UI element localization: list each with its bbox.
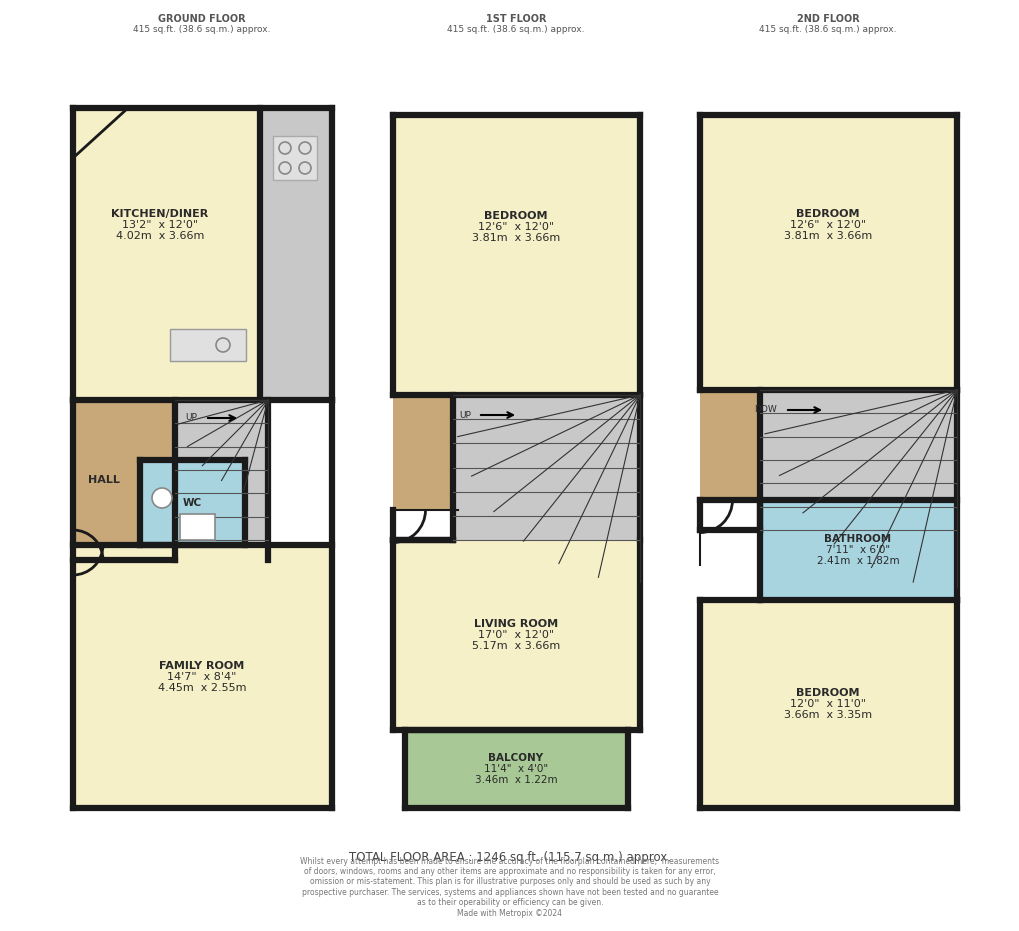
Bar: [170, 329, 246, 361]
Bar: [699, 600, 956, 808]
Bar: [392, 540, 639, 730]
Text: BALCONY: BALCONY: [488, 753, 543, 763]
Text: 12'6"  x 12'0": 12'6" x 12'0": [789, 220, 865, 230]
Bar: [73, 108, 260, 400]
Text: 415 sq.ft. (38.6 sq.m.) approx.: 415 sq.ft. (38.6 sq.m.) approx.: [133, 25, 270, 34]
Text: BATHROOM: BATHROOM: [823, 534, 891, 544]
Text: DOW: DOW: [753, 406, 776, 414]
Text: 12'0"  x 11'0": 12'0" x 11'0": [790, 699, 865, 709]
Text: 415 sq.ft. (38.6 sq.m.) approx.: 415 sq.ft. (38.6 sq.m.) approx.: [446, 25, 584, 34]
Text: 4.45m  x 2.55m: 4.45m x 2.55m: [158, 683, 246, 693]
Text: 3.66m  x 3.35m: 3.66m x 3.35m: [784, 710, 871, 720]
Text: 5.17m  x 3.66m: 5.17m x 3.66m: [472, 641, 559, 651]
Bar: [140, 460, 245, 545]
Text: 3.81m  x 3.66m: 3.81m x 3.66m: [784, 231, 871, 241]
Bar: [73, 545, 331, 808]
Bar: [260, 108, 331, 400]
Text: Whilst every attempt has been made to ensure the accuracy of the floorplan conta: Whilst every attempt has been made to en…: [301, 857, 718, 917]
Text: 3.81m  x 3.66m: 3.81m x 3.66m: [472, 233, 559, 243]
Bar: [405, 730, 628, 808]
Text: FAMILY ROOM: FAMILY ROOM: [159, 661, 245, 671]
Bar: [452, 395, 639, 540]
Text: 3.46m  x 1.22m: 3.46m x 1.22m: [474, 775, 556, 785]
Text: WC: WC: [182, 498, 202, 508]
Text: UP: UP: [459, 411, 471, 420]
Bar: [273, 136, 317, 180]
Bar: [392, 395, 452, 510]
Text: 4.02m  x 3.66m: 4.02m x 3.66m: [116, 231, 204, 241]
Text: BEDROOM: BEDROOM: [796, 688, 859, 698]
Text: HALL: HALL: [88, 475, 120, 485]
Text: GROUND FLOOR: GROUND FLOOR: [158, 14, 246, 24]
Text: BEDROOM: BEDROOM: [796, 209, 859, 219]
Text: 12'6"  x 12'0": 12'6" x 12'0": [478, 222, 553, 232]
Text: 14'7"  x 8'4": 14'7" x 8'4": [167, 672, 236, 682]
Text: LIVING ROOM: LIVING ROOM: [474, 619, 557, 629]
Bar: [175, 540, 268, 560]
Text: UP: UP: [184, 413, 197, 423]
Text: 2.41m  x 1.82m: 2.41m x 1.82m: [816, 556, 899, 566]
Bar: [179, 514, 215, 540]
Text: 13'2"  x 12'0": 13'2" x 12'0": [122, 220, 198, 230]
Bar: [699, 390, 759, 500]
Bar: [73, 400, 175, 560]
Bar: [699, 115, 956, 390]
Text: 11'4"  x 4'0": 11'4" x 4'0": [483, 764, 547, 774]
Bar: [392, 115, 639, 395]
Text: 7'11"  x 6'0": 7'11" x 6'0": [825, 545, 890, 555]
Bar: [759, 390, 956, 530]
Text: 2ND FLOOR: 2ND FLOOR: [796, 14, 859, 24]
Text: 415 sq.ft. (38.6 sq.m.) approx.: 415 sq.ft. (38.6 sq.m.) approx.: [758, 25, 896, 34]
Text: BEDROOM: BEDROOM: [484, 211, 547, 221]
Text: KITCHEN/DINER: KITCHEN/DINER: [111, 209, 209, 219]
Bar: [175, 400, 268, 540]
Text: 1ST FLOOR: 1ST FLOOR: [485, 14, 546, 24]
Circle shape: [152, 488, 172, 508]
Text: 17'0"  x 12'0": 17'0" x 12'0": [478, 630, 553, 640]
Bar: [759, 500, 956, 600]
Text: TOTAL FLOOR AREA : 1246 sq.ft. (115.7 sq.m.) approx.: TOTAL FLOOR AREA : 1246 sq.ft. (115.7 sq…: [348, 851, 671, 863]
